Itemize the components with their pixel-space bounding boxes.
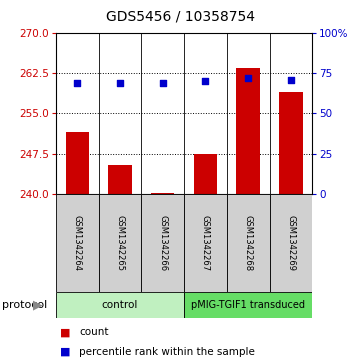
Bar	[184, 194, 227, 292]
Bar	[279, 92, 303, 194]
Bar	[56, 194, 99, 292]
Text: GSM1342267: GSM1342267	[201, 215, 210, 271]
Text: ■: ■	[60, 347, 70, 357]
Text: pMIG-TGIF1 transduced: pMIG-TGIF1 transduced	[191, 300, 305, 310]
Text: GSM1342264: GSM1342264	[73, 215, 82, 271]
Bar	[56, 292, 184, 318]
Point	[203, 78, 208, 84]
Bar	[108, 164, 132, 194]
Text: GDS5456 / 10358754: GDS5456 / 10358754	[106, 9, 255, 23]
Bar	[66, 132, 89, 194]
Bar	[270, 194, 312, 292]
Text: GSM1342265: GSM1342265	[116, 215, 125, 271]
Point	[117, 80, 123, 86]
Point	[245, 75, 251, 81]
Bar	[99, 194, 142, 292]
Text: protocol: protocol	[2, 300, 47, 310]
Bar	[142, 194, 184, 292]
Text: control: control	[102, 300, 138, 310]
Text: percentile rank within the sample: percentile rank within the sample	[79, 347, 255, 357]
Text: ■: ■	[60, 327, 70, 337]
Point	[74, 80, 80, 86]
Text: GSM1342266: GSM1342266	[158, 215, 167, 271]
Point	[288, 77, 294, 82]
Text: ▶: ▶	[33, 298, 43, 311]
Text: count: count	[79, 327, 109, 337]
Text: GSM1342269: GSM1342269	[286, 215, 295, 271]
Bar	[184, 292, 312, 318]
Text: GSM1342268: GSM1342268	[244, 215, 253, 271]
Bar	[227, 194, 270, 292]
Bar	[236, 68, 260, 194]
Bar	[151, 193, 174, 194]
Point	[160, 80, 166, 86]
Bar	[194, 154, 217, 194]
